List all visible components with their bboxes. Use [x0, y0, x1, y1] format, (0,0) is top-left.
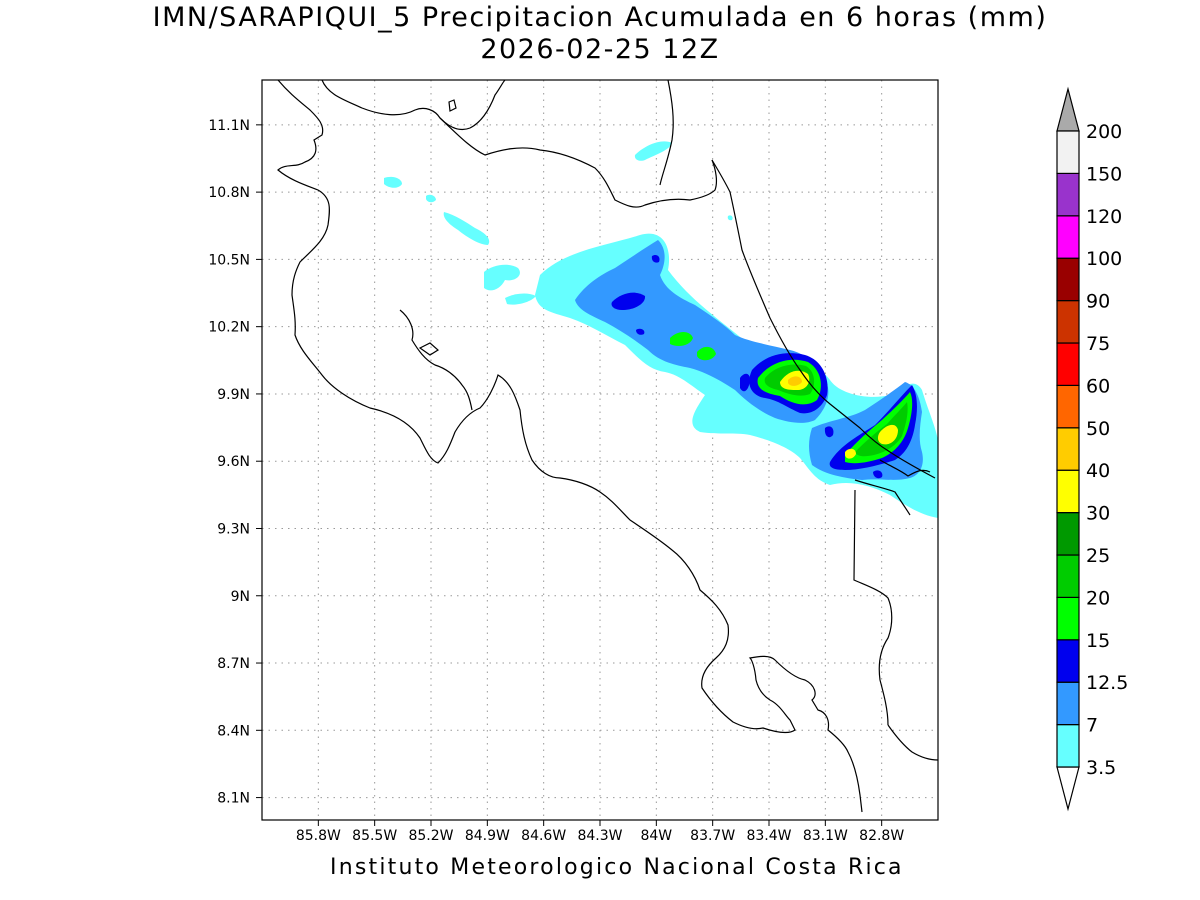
- precip-area: [484, 264, 520, 291]
- lon-tick-label: 84.3W: [577, 828, 622, 844]
- colorbar-max-triangle: [1056, 86, 1080, 132]
- precip-area: [636, 328, 645, 335]
- lat-tick-label: 10.5N: [208, 252, 250, 268]
- precip-area: [505, 293, 536, 305]
- colorbar-label: 120: [1086, 206, 1122, 228]
- precipitation-field: [384, 141, 938, 518]
- colorbar-swatch: [1056, 300, 1080, 344]
- longitude-axis: 85.8W 85.5W 85.2W 84.9W 84.6W 84.3W 84W 83.7W 83…: [296, 820, 904, 844]
- colorbar-legend: 3.5 7 12.5 15 20 25 30 40 50 60 75 90 100 120 150 200: [1056, 86, 1128, 812]
- lon-tick-label: 83.4W: [746, 828, 791, 844]
- lat-tick-label: 8.4N: [217, 723, 250, 739]
- precip-area: [873, 470, 883, 479]
- precip-area: [855, 402, 908, 457]
- coastline-caribbean: [711, 159, 936, 479]
- colorbar-swatch: [1056, 172, 1080, 217]
- precip-area: [426, 194, 436, 203]
- latitude-axis: 11.1N 10.8N 10.5N 10.2N 9.9N 9.6N 9.3N 9N 8.7N 8.…: [208, 118, 262, 807]
- precip-area: [877, 424, 898, 445]
- precip-area: [727, 215, 733, 221]
- colorbar-swatch: [1056, 511, 1080, 556]
- colorbar-label: 60: [1086, 375, 1110, 397]
- lon-tick-label: 83.7W: [690, 828, 735, 844]
- lon-tick-label: 83.1W: [803, 828, 848, 844]
- colorbar-label: 7: [1086, 715, 1098, 737]
- lat-tick-label: 9.6N: [217, 454, 250, 470]
- coastline-panama: [887, 724, 939, 761]
- precip-area: [824, 426, 834, 438]
- colorbar-swatch: [1056, 639, 1080, 683]
- island: [448, 99, 457, 112]
- lon-tick-label: 84.6W: [521, 828, 566, 844]
- lat-tick-label: 10.2N: [208, 320, 250, 336]
- river: [659, 79, 674, 186]
- lat-tick-label: 9.3N: [217, 521, 250, 537]
- colorbar-swatch: [1056, 215, 1080, 259]
- colorbar-label: 3.5: [1086, 757, 1116, 779]
- island: [418, 342, 440, 356]
- colorbar-swatch: [1056, 596, 1080, 641]
- map-subtitle: 2026-02-25 12Z: [480, 34, 720, 65]
- lat-tick-label: 8.1N: [217, 791, 250, 807]
- lat-tick-label: 11.1N: [208, 118, 250, 134]
- precip-area: [443, 212, 490, 245]
- precip-area: [697, 346, 716, 361]
- lon-tick-label: 85.2W: [408, 828, 453, 844]
- panama-border: [854, 479, 911, 516]
- precip-area: [634, 141, 672, 161]
- colorbar-swatch: [1056, 130, 1080, 175]
- precip-area: [740, 373, 750, 392]
- colorbar-min-triangle: [1056, 766, 1080, 812]
- lon-tick-label: 85.8W: [296, 828, 341, 844]
- colorbar-label: 12.5: [1086, 672, 1128, 694]
- colorbar-swatch: [1056, 427, 1080, 471]
- colorbar-swatch: [1056, 681, 1080, 726]
- panama-border: [853, 489, 893, 726]
- colorbar-swatch: [1056, 554, 1080, 599]
- colorbar-label: 25: [1086, 545, 1110, 567]
- colorbar-label: 150: [1086, 163, 1122, 185]
- border: [879, 459, 931, 477]
- colorbar-swatch: [1056, 384, 1080, 429]
- precip-area: [611, 292, 646, 310]
- nicaragua-border: [439, 117, 718, 208]
- colorbar-label: 30: [1086, 503, 1110, 525]
- colorbar-label: 15: [1086, 630, 1110, 652]
- colorbar-swatch: [1056, 469, 1080, 514]
- colorbar-label: 20: [1086, 587, 1110, 609]
- coastline-caribbean: [321, 79, 506, 131]
- colorbar-label: 200: [1086, 121, 1122, 143]
- lat-tick-label: 9N: [231, 589, 250, 605]
- lon-tick-label: 82.8W: [859, 828, 904, 844]
- lon-tick-label: 84.9W: [465, 828, 510, 844]
- coastline-pacific-islands: [399, 309, 473, 411]
- colorbar-label: 75: [1086, 333, 1110, 355]
- lat-tick-label: 10.8N: [208, 185, 250, 201]
- colorbar-label: 90: [1086, 291, 1110, 313]
- precip-area: [845, 448, 856, 459]
- lon-tick-label: 84W: [640, 828, 672, 844]
- coastline-pacific: [277, 79, 863, 813]
- credit-text: Instituto Meteorologico Nacional Costa R…: [330, 855, 904, 880]
- precip-area: [384, 176, 402, 188]
- colorbar-label: 40: [1086, 460, 1110, 482]
- lon-tick-label: 85.5W: [352, 828, 397, 844]
- colorbar-label: 50: [1086, 418, 1110, 440]
- lat-tick-label: 8.7N: [217, 656, 250, 672]
- precip-area: [651, 254, 660, 263]
- precip-area: [670, 332, 693, 346]
- lat-tick-label: 9.9N: [217, 387, 250, 403]
- precip-area: [788, 376, 802, 386]
- colorbar-label: 100: [1086, 248, 1122, 270]
- map-title: IMN/SARAPIQUI_5 Precipitacion Acumulada …: [152, 2, 1048, 33]
- colorbar-swatch: [1056, 342, 1080, 387]
- colorbar-swatch: [1056, 257, 1080, 302]
- colorbar-swatch: [1056, 723, 1080, 768]
- coastline: [277, 79, 939, 813]
